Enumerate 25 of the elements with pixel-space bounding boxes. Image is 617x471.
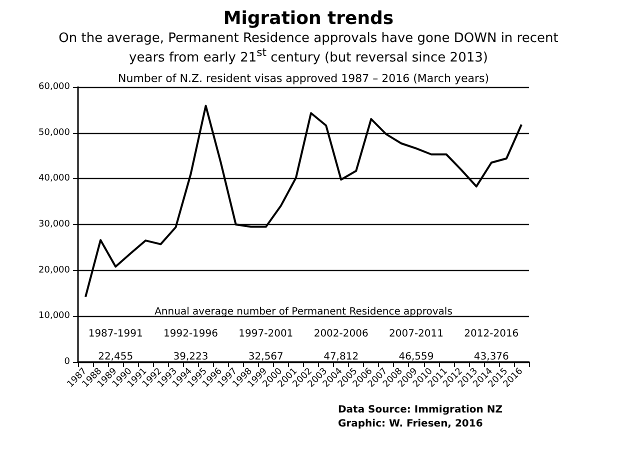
annotation: 2002-2006 <box>314 328 368 340</box>
annotation: 22,455 <box>98 352 134 363</box>
annotation: 1997-2001 <box>238 328 294 340</box>
y-tick-label: 0 <box>64 357 70 368</box>
annotation: 47,812 <box>324 352 359 363</box>
annotation: 43,376 <box>474 352 509 363</box>
chart-subtitle: On the average, Permanent Residence approvals have gone DOWN in recent years from early 21$^{st}$ century (but reversal since 2013) <box>58 31 560 66</box>
y-tick-label: 20,000 <box>38 266 70 276</box>
annotation: 32,567 <box>248 352 284 363</box>
source-note: Data Source: Immigration NZ <box>338 404 502 416</box>
chart-title: Migration trends <box>222 8 395 29</box>
y-tick-label: 50,000 <box>38 128 70 138</box>
text: Graphic: W. Friesen, 2016 <box>338 418 483 430</box>
y-tick-label: 10,000 <box>38 311 70 322</box>
annotation: 2007-2011 <box>388 328 444 340</box>
annotation: 1987-1991 <box>88 328 143 340</box>
annotation: 1992-1996 <box>163 328 218 340</box>
y-tick-label: 40,000 <box>38 174 70 184</box>
y-tick-label: 30,000 <box>38 220 70 230</box>
annotation: 2012-2016 <box>464 328 519 340</box>
annotation: Annual average number of Permanent Residence approvals <box>154 306 452 318</box>
y-tick-label: 60,000 <box>38 82 70 92</box>
annotation: 39,223 <box>173 352 208 363</box>
annotation: 46,559 <box>398 352 434 363</box>
text: Number of N.Z. resident visas approved 1987 – 2016 (March years) <box>118 72 490 86</box>
